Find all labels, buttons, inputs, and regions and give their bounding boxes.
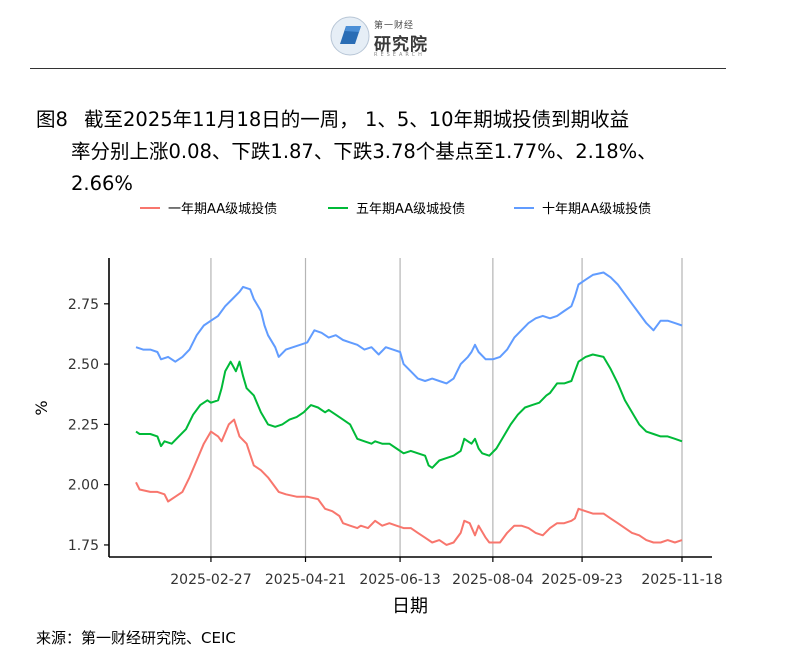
legend-item-5y: 五年期AA级城投债 — [328, 198, 465, 217]
x-tick-label: 2025-04-21 — [265, 572, 346, 588]
series-lines — [135, 271, 683, 546]
figure-title: 图8 截至2025年11月18日的一周， 1、5、10年期城投债到期收益 率分别上… — [36, 104, 756, 200]
x-tick-label: 2025-02-27 — [170, 572, 251, 588]
series-line-10y — [135, 271, 683, 385]
x-tick-label: 2025-08-04 — [452, 572, 533, 588]
legend-item-10y: 十年期AA级城投债 — [514, 198, 651, 217]
title-line-2: 率分别上涨0.08、下跌1.87、下跌3.78个基点至1.77%、2.18%、 — [71, 140, 657, 163]
figure-number: 图8 — [36, 108, 68, 131]
data-source-note: 来源：第一财经研究院、CEIC — [36, 629, 236, 647]
y-tick-label: 2.75 — [68, 297, 99, 313]
x-axis-ticks: 2025-02-27 2025-04-21 2025-06-13 2025-08-04… — [170, 557, 723, 588]
y-tick-label: 2.50 — [68, 357, 99, 373]
logo-small-text: 第一财经 — [374, 21, 415, 31]
series-line-1y — [135, 418, 683, 546]
header-divider — [30, 68, 726, 69]
logo-emblem-icon — [330, 16, 370, 56]
title-line-3: 2.66% — [71, 172, 133, 195]
y-tick-label: 1.75 — [68, 538, 99, 554]
y-axis-ticks: 1.75 2.00 2.25 2.50 2.75 — [68, 297, 109, 554]
vertical-gridlines — [210, 258, 683, 557]
x-tick-label: 2025-06-13 — [359, 572, 440, 588]
legend-swatch-1y — [140, 206, 160, 209]
y-axis-title: % — [32, 400, 51, 415]
y-tick-label: 2.25 — [68, 417, 99, 433]
logo-sub-text: RESEARCH — [374, 52, 425, 58]
y-tick-label: 2.00 — [68, 478, 99, 494]
legend-label-5y: 五年期AA级城投债 — [356, 202, 466, 217]
logo-main-text: 研究院 — [374, 35, 428, 55]
legend-label-10y: 十年期AA级城投债 — [542, 202, 652, 217]
x-tick-label: 2025-11-18 — [641, 572, 722, 588]
x-axis-title: 日期 — [392, 596, 428, 617]
title-line-1: 截至2025年11月18日的一周， 1、5、10年期城投债到期收益 — [84, 108, 630, 131]
legend-swatch-10y — [514, 206, 534, 209]
legend-label-1y: 一年期AA级城投债 — [168, 202, 278, 217]
legend-swatch-5y — [328, 206, 348, 209]
research-institute-logo: 第一财经 研究院 RESEARCH — [330, 12, 440, 60]
x-tick-label: 2025-09-23 — [541, 572, 622, 588]
series-line-5y — [135, 353, 683, 469]
chart-legend: 一年期AA级城投债 五年期AA级城投债 十年期AA级城投债 — [140, 198, 740, 218]
legend-item-1y: 一年期AA级城投债 — [140, 198, 277, 217]
